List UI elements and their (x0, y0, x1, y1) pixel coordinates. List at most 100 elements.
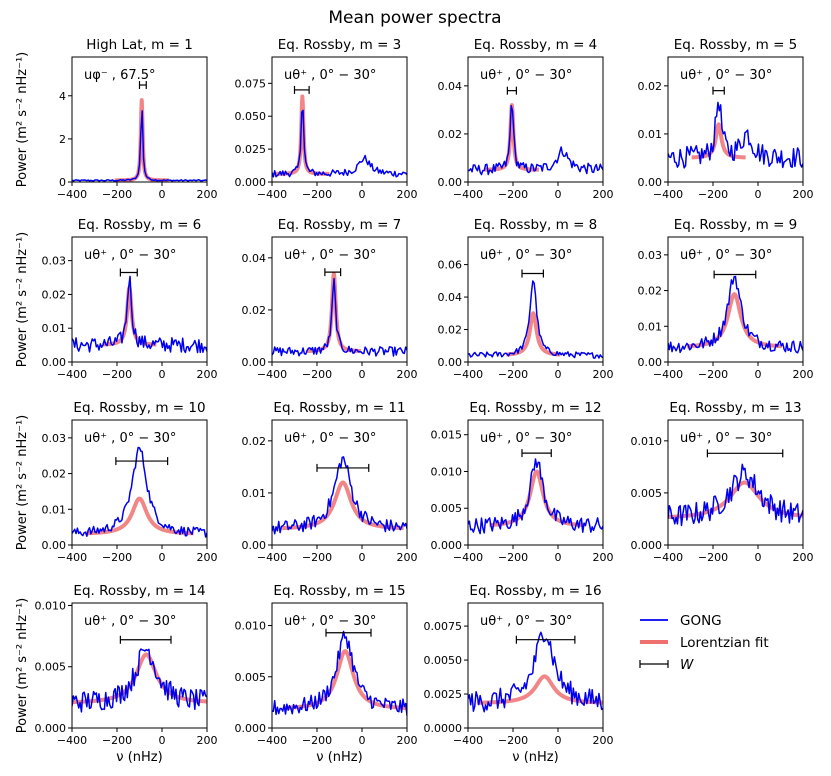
x-tick-label: 0 (555, 551, 562, 564)
x-tick-label: 200 (197, 368, 218, 381)
x-tick-label: −200 (698, 368, 728, 381)
gong-line (668, 463, 803, 527)
y-tick-label: 0.010 (35, 599, 67, 612)
panel-title: Eq. Rossby, m = 5 (674, 37, 798, 53)
x-tick-label: −400 (653, 188, 683, 201)
x-tick-label: −200 (302, 734, 332, 747)
panel-13: −400 −200 0 200 0.000 0.005 0.010 Eq. Rossby, m… (15, 583, 218, 765)
y-tick-label: 4 (59, 90, 66, 103)
x-tick-label: −200 (302, 551, 332, 564)
y-tick-label: 0.00 (438, 356, 463, 369)
x-tick-label: 0 (555, 734, 562, 747)
panel-frame (271, 236, 408, 363)
y-tick-label: 0.075 (235, 77, 267, 90)
y-tick-label: 0.01 (242, 487, 267, 500)
panel-plot-area (668, 101, 803, 169)
y-tick-label: 0 (59, 176, 66, 189)
x-tick-label: 200 (593, 368, 614, 381)
panel-frame (271, 602, 408, 729)
panel-annotation: uθ⁺ , 0° − 30° (84, 248, 176, 263)
x-tick-label: −200 (698, 188, 728, 201)
panel-annotation: uθ⁺ , 0° − 30° (284, 431, 376, 446)
gong-line (272, 456, 407, 535)
x-tick-label: −200 (498, 551, 528, 564)
x-tick-label: −400 (57, 551, 87, 564)
x-tick-label: 0 (755, 188, 762, 201)
x-tick-label: −400 (257, 368, 287, 381)
y-tick-label: 0.02 (438, 324, 463, 337)
panel-plot-area (72, 98, 207, 182)
y-tick-label: 0.005 (235, 671, 267, 684)
y-tick-label: 0.00 (242, 356, 267, 369)
y-tick-label: 0.00 (42, 356, 67, 369)
y-tick-label: 0.01 (42, 322, 67, 335)
x-tick-label: 0 (159, 368, 166, 381)
panel-plot-area (468, 631, 603, 713)
y-tick-label: 0.005 (431, 502, 463, 515)
y-tick-label: 0.02 (638, 80, 663, 93)
panel-15: −400 −200 0 200 0.0000 0.0025 0.0050 0.0075 Eq. … (424, 583, 614, 765)
y-tick-label: 0.010 (235, 620, 267, 633)
panels: −400 −200 0 200 0 2 4 High Lat, m = 1 uφ⁻ , 67.5… (15, 37, 814, 765)
gong-line (72, 648, 207, 713)
gong-line (72, 275, 207, 354)
x-tick-label: −400 (57, 368, 87, 381)
x-tick-label: 0 (159, 734, 166, 747)
panel-frame (71, 56, 208, 183)
panel-frame (667, 419, 804, 546)
x-tick-label: −200 (102, 734, 132, 747)
x-tick-label: −200 (498, 368, 528, 381)
y-axis-label: Power (m² s⁻² nHz⁻¹) (15, 598, 30, 733)
gong-line (72, 110, 207, 182)
panel-2: −400 −200 0 200 0.000 0.025 0.050 0.075 Eq. Ross… (235, 37, 418, 201)
panel-title: Eq. Rossby, m = 15 (273, 583, 405, 599)
panel-frame (71, 236, 208, 363)
y-tick-label: 0.02 (42, 468, 67, 481)
lorentzian-fit-line (483, 103, 541, 172)
gong-line (272, 109, 407, 178)
y-tick-label: 0.025 (235, 143, 267, 156)
lorentzian-fit-line (72, 652, 207, 705)
panel-5: −400 −200 0 200 0.00 0.01 0.02 0.03 Eq. Rossby, … (15, 217, 218, 381)
panel-frame (467, 419, 604, 546)
y-tick-label: 0.03 (42, 432, 67, 445)
y-tick-label: 0.00 (242, 539, 267, 552)
x-tick-label: 200 (397, 734, 418, 747)
legend: GONG Lorentzian fit W (639, 613, 769, 673)
y-tick-label: 0.00 (438, 176, 463, 189)
x-axis-label: ν (nHz) (316, 750, 362, 765)
x-tick-label: 200 (593, 734, 614, 747)
panel-title: Eq. Rossby, m = 4 (474, 37, 598, 53)
panel-title: Eq. Rossby, m = 16 (469, 583, 601, 599)
lorentzian-fit-line (83, 496, 196, 536)
x-tick-label: 0 (755, 368, 762, 381)
x-tick-label: −400 (653, 368, 683, 381)
panel-frame (667, 236, 804, 363)
y-tick-label: 0.000 (235, 722, 267, 735)
x-tick-label: 200 (593, 188, 614, 201)
x-axis-label: ν (nHz) (512, 750, 558, 765)
y-tick-label: 0.04 (438, 80, 463, 93)
y-tick-label: 0.01 (638, 320, 663, 333)
panel-plot-area (272, 456, 407, 535)
panel-frame (667, 56, 804, 183)
panel-title: Eq. Rossby, m = 3 (278, 37, 402, 53)
x-tick-label: −200 (498, 188, 528, 201)
y-tick-label: 0.02 (242, 435, 267, 448)
panel-plot-area (468, 280, 603, 359)
y-tick-label: 0.02 (242, 304, 267, 317)
x-tick-label: −400 (257, 188, 287, 201)
panel-14: −400 −200 0 200 0.000 0.005 0.010 Eq. Rossby, m… (235, 583, 418, 765)
gong-line (468, 458, 603, 535)
x-tick-label: −400 (257, 734, 287, 747)
panel-title: Eq. Rossby, m = 14 (73, 583, 205, 599)
panel-plot-area (272, 630, 407, 716)
x-tick-label: 200 (793, 368, 814, 381)
x-tick-label: 200 (197, 188, 218, 201)
panel-annotation: uθ⁺ , 0° − 30° (480, 248, 572, 263)
x-tick-label: 200 (793, 188, 814, 201)
panel-plot-area (272, 271, 407, 357)
y-tick-label: 0.02 (438, 128, 463, 141)
x-tick-label: −400 (453, 734, 483, 747)
